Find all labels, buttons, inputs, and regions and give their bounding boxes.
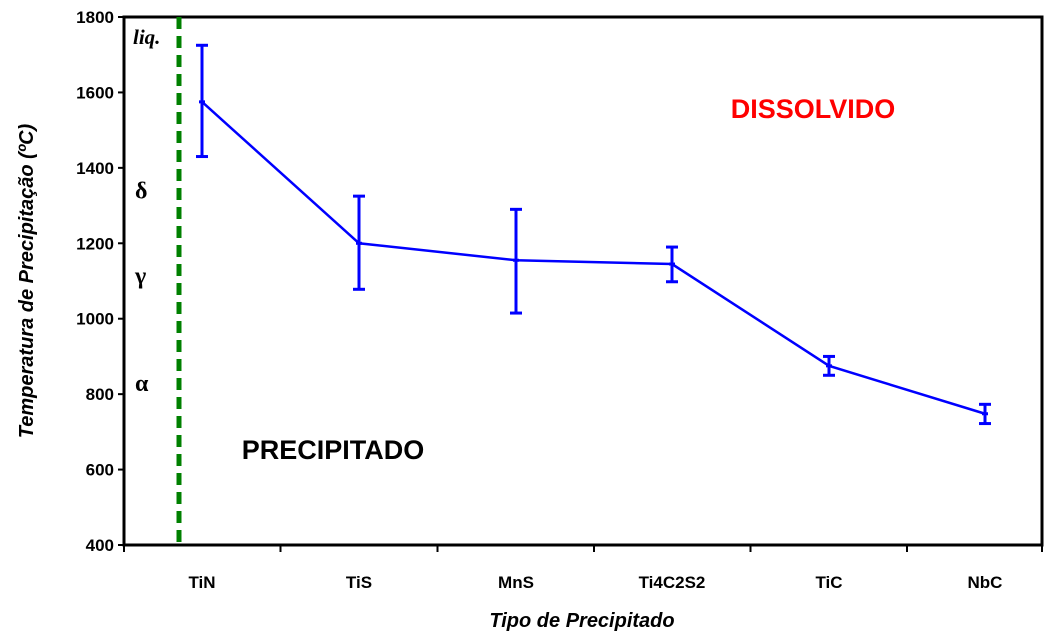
- y-tick-label: 1800: [76, 8, 114, 27]
- y-tick-label: 1200: [76, 234, 114, 253]
- phase-labels: liq. δ γ α: [133, 25, 160, 397]
- y-axis-title: Temperatura de Precipitação (ºC): [16, 123, 38, 438]
- phase-label: δ: [135, 178, 147, 204]
- region-label-dissolved: DISSOLVIDO: [731, 94, 896, 124]
- x-tick-label: TiS: [346, 573, 372, 592]
- phase-label: γ: [134, 263, 146, 289]
- y-tick-label: 1000: [76, 310, 114, 329]
- x-axis: TiN TiS MnS Ti4C2S2 TiC NbC: [123, 545, 1043, 592]
- x-tick-label: Ti4C2S2: [639, 573, 706, 592]
- y-tick-label: 600: [86, 461, 114, 480]
- x-tick-label: NbC: [968, 573, 1003, 592]
- phase-label: liq.: [133, 25, 160, 49]
- region-label-precipitated: PRECIPITADO: [242, 435, 425, 465]
- x-tick-label: TiC: [815, 573, 842, 592]
- y-tick-label: 1600: [76, 83, 114, 102]
- phase-label: α: [135, 371, 149, 397]
- series-line: [201, 100, 986, 415]
- y-tick-label: 1400: [76, 159, 114, 178]
- y-axis: 400 600 800 1000 1200 1400 1600 1800: [76, 8, 124, 555]
- y-tick-label: 800: [86, 385, 114, 404]
- x-tick-label: MnS: [498, 573, 534, 592]
- x-tick-label: TiN: [188, 573, 215, 592]
- plot-frame: [122, 15, 1044, 547]
- series-group: [196, 43, 991, 426]
- y-tick-label: 400: [86, 536, 114, 555]
- x-axis-title: Tipo de Precipitado: [489, 610, 674, 632]
